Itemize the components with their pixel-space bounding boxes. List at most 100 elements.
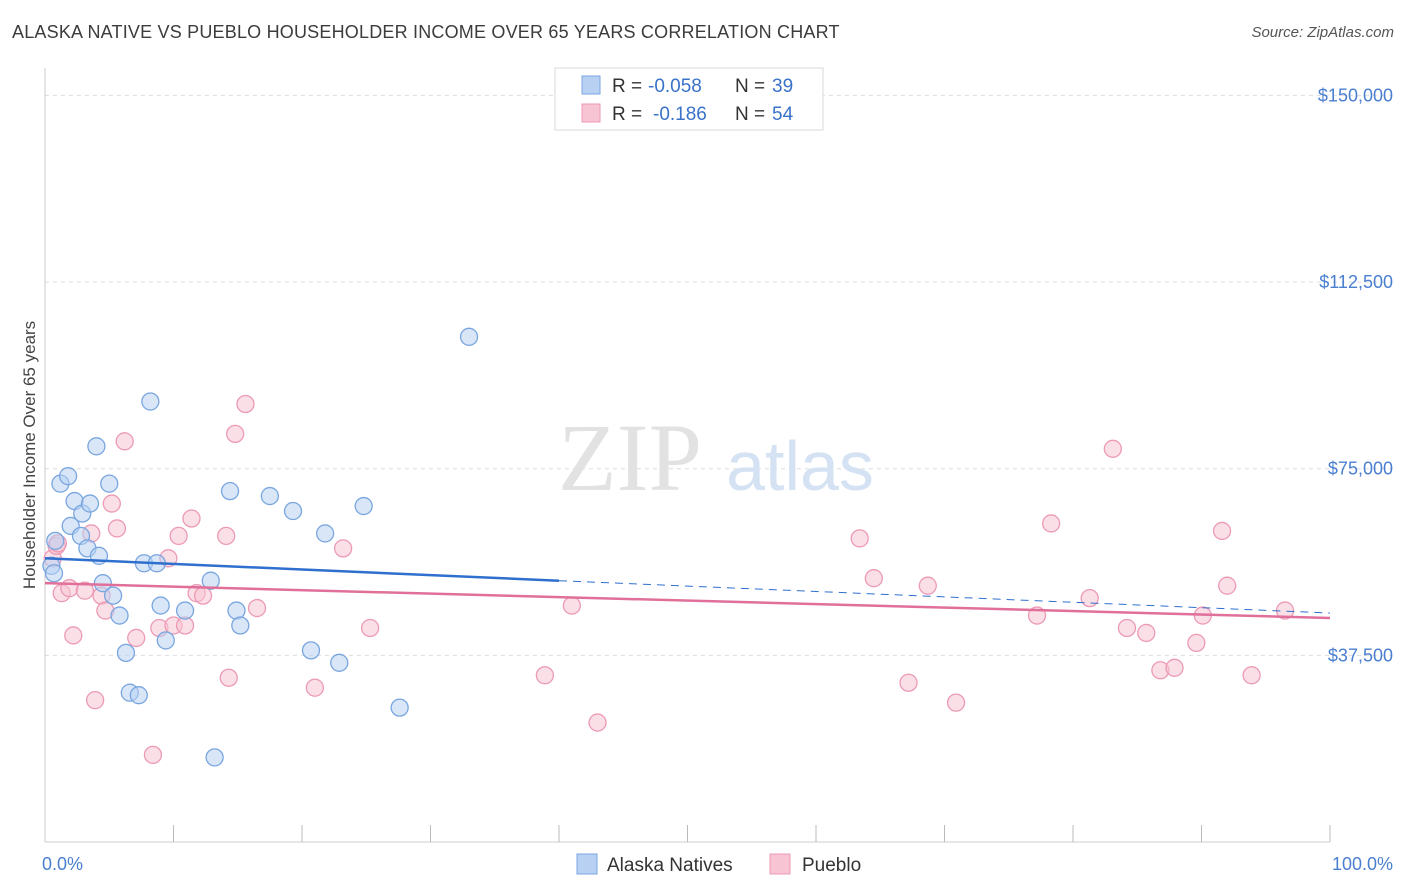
series-legend: Alaska Natives Pueblo <box>576 853 861 876</box>
series-legend-pueblo: Pueblo <box>802 855 861 876</box>
y-tick-label-3: $150,000 <box>1318 85 1393 105</box>
alaska-point-11 <box>87 437 106 456</box>
watermark-zip: ZIP <box>558 404 702 511</box>
pueblo-point-50 <box>1212 521 1232 541</box>
pueblo-point-30 <box>333 539 353 558</box>
alaska-point-13 <box>93 574 112 593</box>
alaska-point-31 <box>260 486 280 506</box>
series-legend-swatch-alaska <box>576 853 598 875</box>
alaska-point-14 <box>100 474 119 493</box>
legend-n-value-alaska: 39 <box>772 76 793 97</box>
alaska-point-30 <box>231 616 250 635</box>
pueblo-point-6 <box>75 581 94 600</box>
y-tick-label-2: $112,500 <box>1319 272 1393 292</box>
alaska-point-35 <box>330 653 349 672</box>
y-tick-label-1: $75,000 <box>1328 459 1393 479</box>
alaska-point-26 <box>201 571 220 590</box>
pueblo-trend-line <box>44 581 1331 620</box>
legend-n-value-pueblo: 54 <box>772 104 794 125</box>
alaska-point-28 <box>220 481 240 501</box>
y-tick-labels: $37,500 $75,000 $112,500 $150,000 <box>1318 85 1393 665</box>
alaska-point-37 <box>390 698 409 717</box>
pueblo-point-32 <box>535 666 555 685</box>
alaska-point-2 <box>46 531 65 551</box>
pueblo-point-23 <box>193 586 213 605</box>
legend-swatch-alaska <box>581 75 601 95</box>
alaska-point-25 <box>175 601 195 620</box>
alaska-point-17 <box>116 643 136 663</box>
alaska-points <box>42 327 479 767</box>
pueblo-point-4 <box>60 579 79 598</box>
pueblo-point-33 <box>562 596 581 615</box>
pueblo-point-19 <box>169 526 188 546</box>
axes <box>44 68 1331 843</box>
chart-title: ALASKA NATIVE VS PUEBLO HOUSEHOLDER INCO… <box>12 22 840 42</box>
correlation-legend: R = -0.058 N = 39 R = -0.186 N = 54 <box>554 67 824 131</box>
pueblo-point-42 <box>1080 588 1099 608</box>
legend-n-label-alaska: N = <box>735 76 765 97</box>
pueblo-point-21 <box>182 509 201 528</box>
alaska-point-16 <box>110 606 129 625</box>
pueblo-point-37 <box>899 673 918 692</box>
legend-r-value-pueblo: -0.186 <box>653 104 707 125</box>
pueblo-point-26 <box>226 424 245 444</box>
alaska-point-33 <box>301 641 321 660</box>
pueblo-point-11 <box>102 494 121 513</box>
pueblo-point-31 <box>360 618 380 638</box>
alaska-point-36 <box>354 496 373 516</box>
pueblo-point-51 <box>1218 576 1237 595</box>
pueblo-point-43 <box>1103 439 1122 458</box>
pueblo-point-14 <box>127 628 146 648</box>
alaska-point-29 <box>227 601 246 620</box>
source-credit: Source: ZipAtlas.com <box>1251 24 1394 41</box>
alaska-trend-line <box>44 557 560 582</box>
pueblo-point-24 <box>217 526 236 546</box>
alaska-point-10 <box>80 494 100 513</box>
alaska-point-27 <box>205 748 224 767</box>
alaska-point-32 <box>283 501 303 521</box>
x-tick-label-1: 100.0% <box>1332 854 1393 874</box>
alaska-point-1 <box>44 564 64 583</box>
alaska-point-21 <box>141 392 160 411</box>
pueblo-point-12 <box>107 519 127 538</box>
pueblo-point-27 <box>236 394 255 414</box>
y-axis-label: Householder Income Over 65 years <box>20 321 39 589</box>
trend-lines <box>44 557 1331 620</box>
pueblo-point-48 <box>1187 633 1206 653</box>
legend-n-label-pueblo: N = <box>735 104 765 125</box>
pueblo-point-36 <box>864 569 883 588</box>
pueblo-point-35 <box>850 529 869 548</box>
series-legend-swatch-pueblo <box>769 853 791 875</box>
pueblo-point-41 <box>1042 514 1061 533</box>
pueblo-point-28 <box>247 598 267 618</box>
pueblo-point-13 <box>115 432 134 451</box>
pueblo-point-34 <box>588 713 607 732</box>
alaska-point-15 <box>103 586 123 605</box>
pueblo-point-25 <box>219 668 238 687</box>
pueblo-point-44 <box>1117 618 1137 638</box>
legend-swatch-pueblo <box>581 103 601 123</box>
legend-r-label-pueblo: R = <box>612 104 642 125</box>
legend-r-label-alaska: R = <box>612 76 642 97</box>
pueblo-point-38 <box>918 576 937 595</box>
pueblo-point-15 <box>143 745 163 765</box>
legend-r-value-alaska: -0.058 <box>648 76 702 97</box>
x-tick-labels: 0.0% 100.0% <box>42 854 1393 874</box>
pueblo-point-39 <box>946 693 966 712</box>
grid-lines <box>45 94 1392 656</box>
alaska-point-19 <box>129 686 148 705</box>
x-tick-label-0: 0.0% <box>42 854 83 874</box>
pueblo-point-52 <box>1242 666 1261 685</box>
alaska-point-4 <box>58 467 78 486</box>
series-legend-alaska: Alaska Natives <box>607 855 733 876</box>
alaska-point-24 <box>156 631 175 650</box>
alaska-point-34 <box>315 524 335 543</box>
watermark: ZIP atlas <box>558 404 874 511</box>
pueblo-point-29 <box>305 678 325 697</box>
pueblo-point-47 <box>1165 658 1184 677</box>
pueblo-point-5 <box>64 626 83 645</box>
alaska-trend-extension <box>558 580 1331 614</box>
watermark-atlas: atlas <box>726 427 874 505</box>
alaska-point-23 <box>151 596 170 615</box>
